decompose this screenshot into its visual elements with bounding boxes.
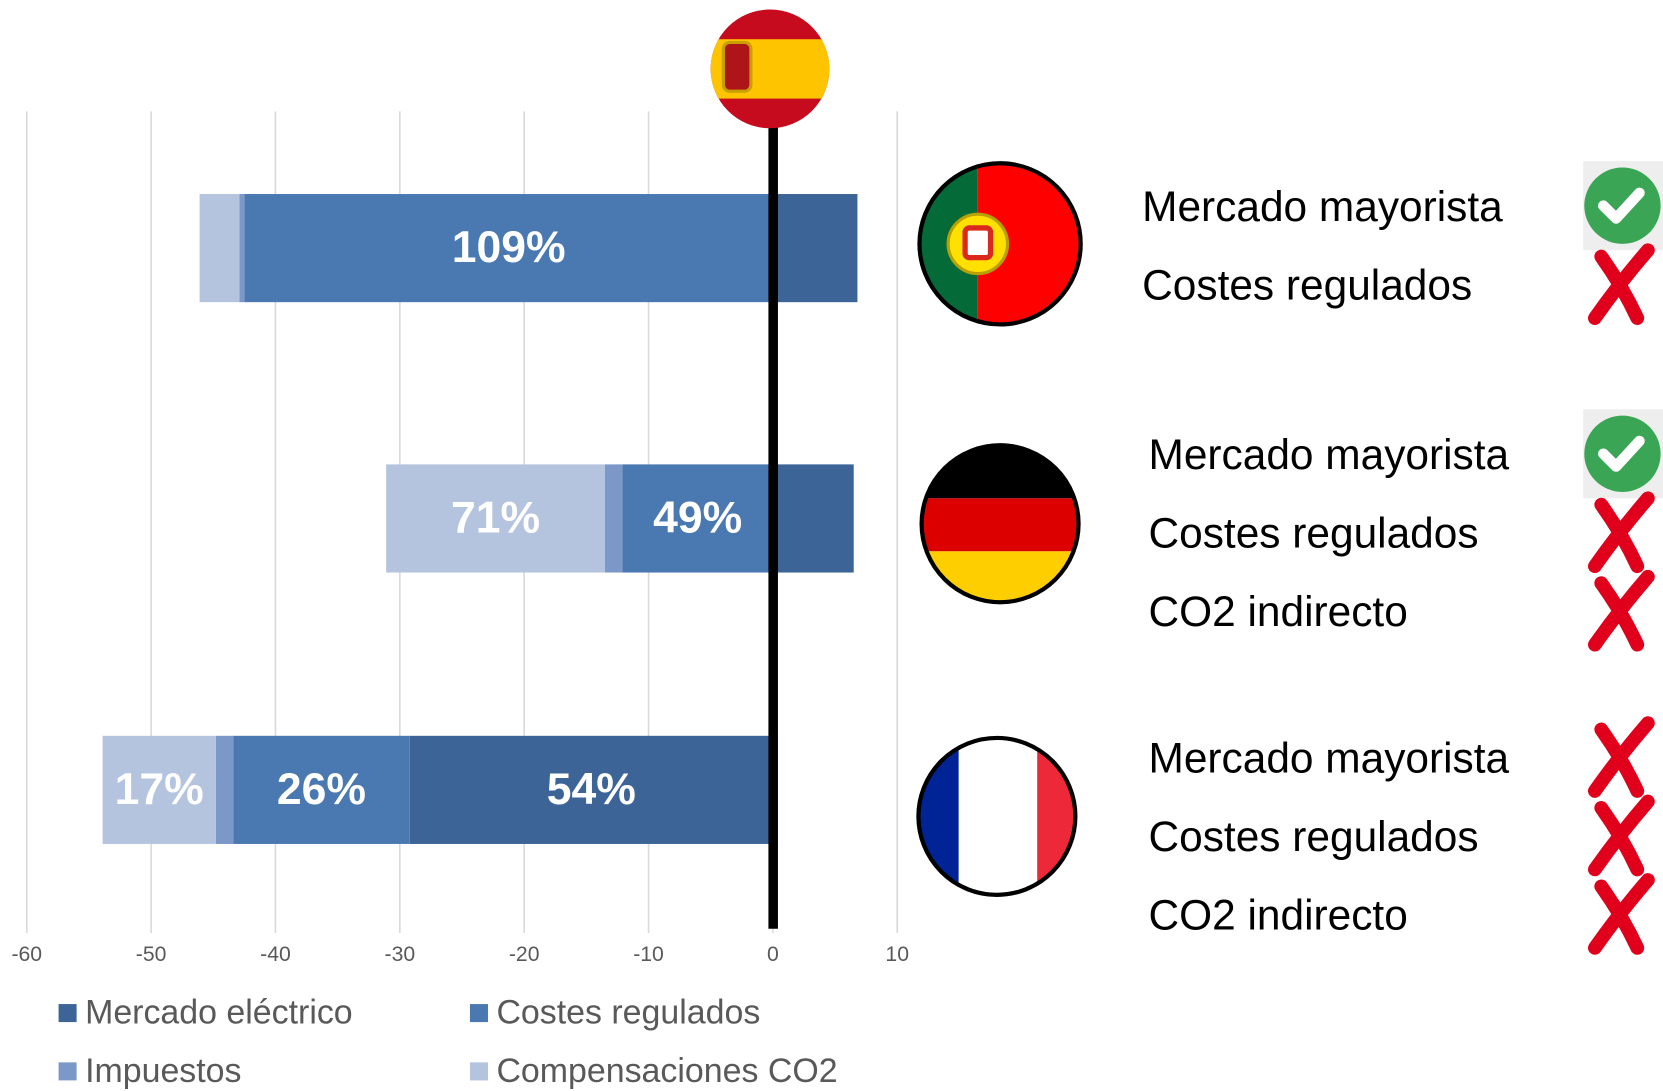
- panel-line: Costes regulados: [1149, 510, 1479, 557]
- x-tick-label: 10: [885, 943, 909, 966]
- bar-segment: [605, 464, 623, 573]
- cross-icon: [1587, 873, 1655, 955]
- x-tick-label: -10: [633, 943, 664, 966]
- flag-france: [916, 735, 1078, 897]
- bar-segment: [239, 194, 245, 303]
- legend-swatch: [469, 1004, 488, 1023]
- bar-segment: [102, 735, 216, 844]
- bar-label: 17%: [115, 765, 204, 814]
- legend-swatch: [58, 1062, 77, 1081]
- panel-line: CO2 indirecto: [1149, 588, 1408, 635]
- cross-icon: [1587, 794, 1655, 877]
- bar-label: 54%: [547, 765, 636, 814]
- legend-label: Compensaciones CO2: [496, 1052, 837, 1090]
- x-tick-label: 0: [767, 943, 779, 966]
- x-tick-label: -60: [11, 943, 42, 966]
- panels: Mercado mayorista Costes regulados Mercado…: [1142, 161, 1663, 955]
- cross-icon: [1587, 716, 1655, 798]
- bar-segment: [409, 735, 773, 844]
- legend-label: Mercado eléctrico: [85, 994, 353, 1032]
- panel-line: Mercado mayorista: [1149, 734, 1510, 781]
- check-mark: [1598, 435, 1645, 472]
- check-mark: [1598, 187, 1645, 224]
- legend-label: Costes regulados: [496, 994, 760, 1032]
- bar-segment: [622, 464, 773, 573]
- bar-label: 109%: [452, 223, 566, 272]
- panel-line: Mercado mayorista: [1142, 183, 1503, 230]
- legend-swatch: [469, 1062, 488, 1081]
- panel-line: Mercado mayorista: [1149, 431, 1510, 478]
- cross-icon: [1587, 243, 1655, 325]
- panel-line: CO2 indirecto: [1149, 891, 1408, 938]
- cross-icon: [1587, 569, 1655, 652]
- bar-label: 71%: [451, 493, 540, 542]
- bar-segment: [772, 194, 858, 303]
- x-tick-label: -40: [260, 943, 291, 966]
- panel-line: Costes regulados: [1149, 813, 1479, 860]
- x-tick-label: -50: [136, 943, 167, 966]
- bar-label: 26%: [277, 765, 366, 814]
- bar-segment: [772, 464, 854, 573]
- bar-segment: [215, 735, 234, 844]
- cross-icon: [1587, 491, 1655, 574]
- bars: 109% 49% 71% 54% 26% 17%: [102, 194, 858, 844]
- bar-segment: [233, 735, 410, 844]
- panel-line: Costes regulados: [1142, 262, 1472, 309]
- flag-germany: [919, 443, 1081, 605]
- flag-portugal: [917, 161, 1083, 327]
- bar-label: 49%: [653, 493, 742, 542]
- x-tick-label: -30: [385, 943, 416, 966]
- legend-swatch: [58, 1004, 77, 1023]
- bar-segment: [244, 194, 773, 303]
- legend-label: Impuestos: [85, 1052, 241, 1090]
- x-tick-label: -20: [509, 943, 540, 966]
- legend: Mercado eléctrico Costes regulados Impuest…: [58, 994, 838, 1090]
- bar-segment: [199, 194, 240, 303]
- bar-segment: [386, 464, 606, 573]
- flag-spain: [710, 9, 830, 129]
